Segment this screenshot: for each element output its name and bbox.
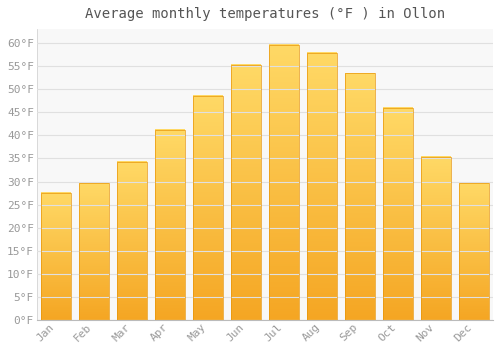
- Bar: [231, 65, 260, 320]
- Bar: [155, 130, 184, 320]
- Bar: [79, 183, 108, 320]
- Bar: [383, 108, 413, 320]
- Title: Average monthly temperatures (°F ) in Ollon: Average monthly temperatures (°F ) in Ol…: [85, 7, 445, 21]
- Bar: [345, 74, 375, 320]
- Bar: [459, 182, 489, 320]
- Bar: [193, 96, 222, 320]
- Bar: [41, 193, 70, 320]
- Bar: [307, 52, 337, 320]
- Bar: [269, 45, 298, 320]
- Bar: [117, 162, 146, 320]
- Bar: [421, 157, 451, 320]
